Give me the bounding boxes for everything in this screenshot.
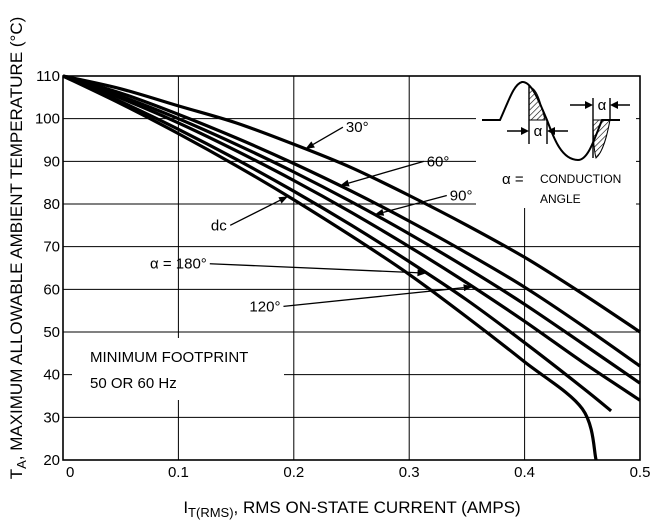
annotation-leader-2 bbox=[383, 194, 447, 213]
inset-alpha-equals: α = bbox=[502, 171, 524, 188]
x-tick-label: 0 bbox=[66, 464, 74, 481]
series-line-3 bbox=[62, 74, 641, 402]
annotation-arrowhead-0 bbox=[305, 141, 315, 149]
y-tick-label: 100 bbox=[35, 111, 60, 128]
conduction-angle-inset: α α α = CONDUCTION ANGLE bbox=[476, 73, 636, 208]
note-box: MINIMUM FOOTPRINT 50 OR 60 Hz bbox=[72, 338, 284, 400]
inset-alpha-upper: α bbox=[598, 97, 607, 114]
y-tick-label: 70 bbox=[43, 239, 60, 256]
x-tick-label: 0.5 bbox=[630, 464, 651, 481]
annotation-leader-1 bbox=[348, 160, 424, 184]
annotation-arrowhead-1 bbox=[339, 179, 350, 187]
inset-alpha-lower: α bbox=[534, 123, 543, 140]
y-tick-label: 90 bbox=[43, 153, 60, 170]
annotation-label-1: 60° bbox=[427, 153, 450, 170]
x-tick-label: 0.4 bbox=[514, 464, 535, 481]
annotation-label-5: 120° bbox=[249, 298, 280, 315]
curves bbox=[62, 74, 641, 461]
series-line-0 bbox=[62, 74, 641, 334]
annotation-leader-3 bbox=[229, 199, 281, 226]
annotation-arrowhead-5 bbox=[463, 284, 473, 292]
x-tick-label: 0.3 bbox=[399, 464, 420, 481]
y-tick-label: 80 bbox=[43, 196, 60, 213]
x-axis-label: IT(RMS), RMS ON-STATE CURRENT (AMPS) bbox=[183, 498, 520, 520]
annotation-arrowhead-2 bbox=[374, 208, 385, 216]
tick-labels: 0 0.1 0.2 0.3 0.4 0.5 20 30 40 50 60 70 80 90 100 110 bbox=[35, 68, 650, 481]
annotation-leader-4 bbox=[209, 263, 418, 274]
annotation-label-0: 30° bbox=[346, 119, 369, 136]
y-tick-label: 40 bbox=[43, 367, 60, 384]
annotation-label-4: α = 180° bbox=[150, 256, 207, 273]
annotation-arrowhead-3 bbox=[278, 196, 289, 204]
y-tick-label: 30 bbox=[43, 409, 60, 426]
plot-frame bbox=[62, 75, 641, 461]
y-tick-label: 110 bbox=[36, 68, 60, 85]
y-tick-label: 50 bbox=[43, 324, 60, 341]
annotation-leader-5 bbox=[283, 287, 464, 308]
annotation-leader-0 bbox=[312, 126, 344, 146]
inset-conduction-label: CONDUCTION bbox=[540, 172, 621, 186]
y-tick-label: 60 bbox=[43, 281, 60, 298]
note-line-1: MINIMUM FOOTPRINT bbox=[90, 349, 248, 366]
series-line-5 bbox=[62, 74, 598, 461]
inset-angle-label: ANGLE bbox=[540, 192, 581, 206]
y-tick-label: 20 bbox=[43, 452, 60, 469]
annotation-arrowhead-4 bbox=[417, 269, 427, 277]
series-line-2 bbox=[62, 74, 641, 385]
x-tick-label: 0.2 bbox=[283, 464, 304, 481]
x-tick-label: 0.1 bbox=[168, 464, 189, 481]
series-line-4 bbox=[62, 74, 613, 413]
note-line-2: 50 OR 60 Hz bbox=[90, 375, 177, 392]
annotation-label-3: dc bbox=[211, 217, 227, 234]
series-line-1 bbox=[62, 74, 641, 368]
curve-annotations: 30° 60°90° dc α = 180° 120° bbox=[150, 119, 473, 315]
y-axis-label: TA, MAXIMUM ALLOWABLE AMBIENT TEMPERATUR… bbox=[7, 17, 29, 480]
annotation-label-2: 90° bbox=[450, 187, 473, 204]
